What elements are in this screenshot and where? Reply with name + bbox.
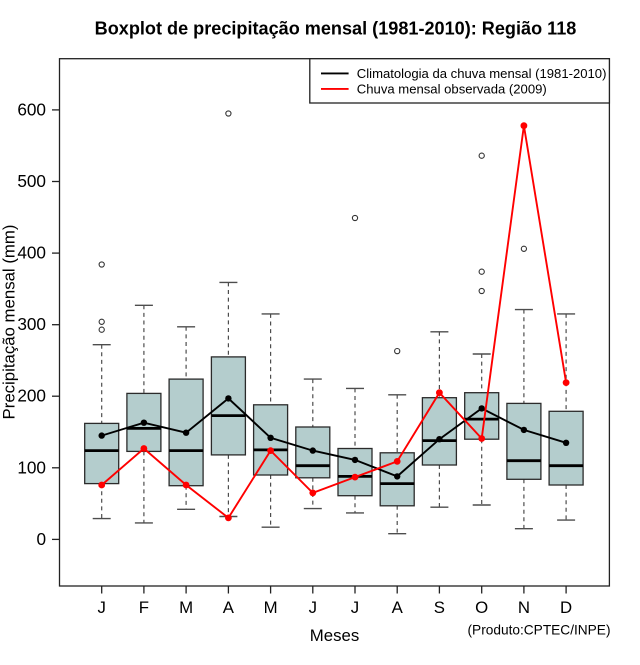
svg-text:Precipitação mensal (mm): Precipitação mensal (mm) [0, 225, 18, 420]
svg-text:M: M [264, 598, 278, 617]
svg-text:0: 0 [36, 529, 46, 549]
svg-text:400: 400 [17, 243, 46, 263]
svg-text:F: F [139, 598, 149, 617]
svg-text:Boxplot de precipitação mensal: Boxplot de precipitação mensal (1981-201… [95, 19, 577, 39]
svg-text:Meses: Meses [310, 626, 359, 645]
svg-text:500: 500 [17, 171, 46, 191]
svg-text:J: J [309, 598, 317, 617]
svg-text:Climatologia da chuva mensal (: Climatologia da chuva mensal (1981-2010) [357, 66, 607, 81]
svg-text:D: D [560, 598, 572, 617]
svg-text:O: O [475, 598, 488, 617]
svg-text:200: 200 [17, 386, 46, 406]
svg-text:J: J [98, 598, 106, 617]
svg-text:Chuva mensal observada (2009): Chuva mensal observada (2009) [357, 81, 547, 96]
svg-text:S: S [434, 598, 445, 617]
svg-text:100: 100 [17, 457, 46, 477]
svg-text:A: A [223, 598, 235, 617]
svg-text:(Produto:CPTEC/INPE): (Produto:CPTEC/INPE) [468, 623, 611, 638]
svg-text:300: 300 [17, 314, 46, 334]
svg-text:600: 600 [17, 99, 46, 119]
svg-text:A: A [392, 598, 404, 617]
svg-text:J: J [351, 598, 359, 617]
svg-text:N: N [518, 598, 530, 617]
svg-text:M: M [179, 598, 193, 617]
